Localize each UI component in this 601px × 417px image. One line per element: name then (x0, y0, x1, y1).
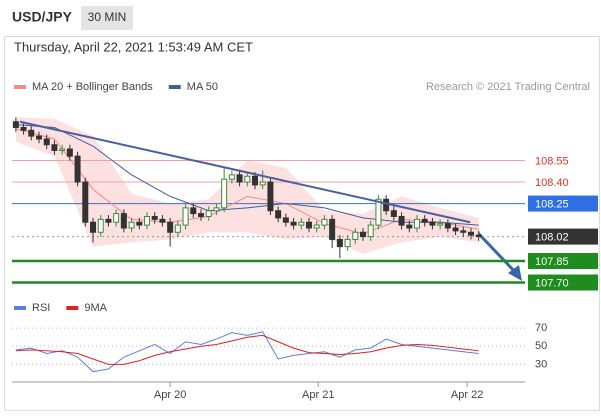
rsi-line (15, 331, 479, 373)
candle-body (352, 231, 359, 240)
x-tick-label: Apr 20 (154, 389, 186, 401)
candle-body (336, 238, 343, 248)
candle-body (452, 227, 459, 232)
candle-body (59, 148, 66, 151)
candle-body (120, 213, 127, 229)
candle-body (475, 234, 482, 238)
level-label: 107.85 (535, 256, 569, 268)
candle-body (28, 129, 35, 137)
candle-body (282, 217, 289, 223)
candle-body (12, 121, 19, 128)
candle-body (267, 181, 274, 212)
candle-body (360, 231, 366, 238)
candle-body (321, 218, 328, 226)
trend-line (19, 120, 471, 224)
candle-body (43, 138, 50, 146)
candle-body (252, 175, 258, 186)
candle-body (414, 218, 420, 229)
candle-body (298, 221, 305, 226)
interval[interactable]: 30 MIN (88, 10, 127, 24)
x-tick-label: Apr 22 (451, 389, 483, 401)
candle-body (159, 218, 166, 223)
level-label-box (528, 274, 598, 291)
candle-body (244, 175, 251, 183)
legend-label: 9MA (84, 302, 107, 314)
level-label-box (528, 252, 598, 269)
candle-body (97, 218, 104, 233)
candle-body (329, 218, 336, 240)
y-tick-label: 50 (535, 340, 547, 352)
legend-swatch (14, 306, 26, 310)
candle-body (383, 198, 390, 212)
candle-body (437, 223, 444, 226)
candle-body (136, 221, 143, 226)
y-tick-label: 70 (535, 322, 547, 334)
candle-body (406, 224, 413, 229)
candle-body (66, 148, 73, 157)
candle-body (367, 224, 374, 238)
candle-body (221, 178, 228, 209)
candle-body (205, 210, 212, 217)
legend-label: MA 20 + Bollinger Bands (32, 81, 153, 93)
legend-label: MA 50 (187, 81, 218, 93)
source: Research © 2021 Trading Central (426, 81, 590, 93)
candle-body (444, 223, 451, 229)
level-label: 108.55 (535, 155, 569, 167)
level-label: 108.40 (535, 177, 569, 189)
level-label: 108.25 (535, 198, 569, 210)
candle-body (306, 221, 312, 229)
candle-body (74, 155, 81, 183)
forecast-arrow (476, 231, 519, 276)
legend-swatch (168, 85, 181, 89)
candle-body (198, 213, 204, 217)
candle-body (213, 207, 220, 212)
candle-body (51, 144, 58, 151)
interval-box[interactable] (81, 6, 133, 30)
rsi-line (15, 334, 479, 365)
candle-body (36, 135, 42, 140)
candle-body (313, 224, 320, 229)
legend-swatch (14, 85, 26, 89)
candle-body (90, 221, 96, 233)
candle-body (468, 231, 474, 236)
candle-body (375, 198, 382, 226)
candle-body (20, 126, 27, 131)
candle-body (105, 218, 112, 223)
symbol: USD/JPY (12, 9, 73, 25)
candle-body (275, 210, 282, 219)
candle-body (390, 210, 397, 217)
candle-body (429, 221, 436, 226)
candle-body (259, 181, 266, 186)
candle-body (167, 221, 174, 233)
candle-body (128, 221, 135, 229)
candle-body (113, 213, 120, 223)
candle-body (228, 174, 235, 180)
candle-body (190, 207, 197, 215)
legend-swatch (66, 306, 79, 310)
legend-label: RSI (32, 302, 50, 314)
level-label-box (528, 228, 598, 245)
level-label-box (528, 195, 598, 212)
candle-body (182, 207, 189, 226)
candle-body (236, 174, 243, 183)
candle-body (398, 215, 405, 226)
level-label: 107.70 (535, 277, 569, 289)
y-tick-label: 30 (535, 358, 547, 370)
candle-body (460, 230, 467, 233)
level-label: 108.02 (535, 231, 569, 243)
candle-body (290, 221, 297, 226)
candle-body (151, 215, 158, 220)
candle-body (421, 218, 428, 223)
candle-body (144, 215, 150, 226)
candle-body (82, 181, 89, 223)
x-tick-label: Apr 21 (302, 389, 334, 401)
candle-body (174, 224, 181, 233)
candle-body (344, 238, 351, 248)
forecast-arrow-head (508, 265, 522, 281)
timestamp: Thursday, April 22, 2021 1:53:49 AM CET (14, 39, 253, 54)
